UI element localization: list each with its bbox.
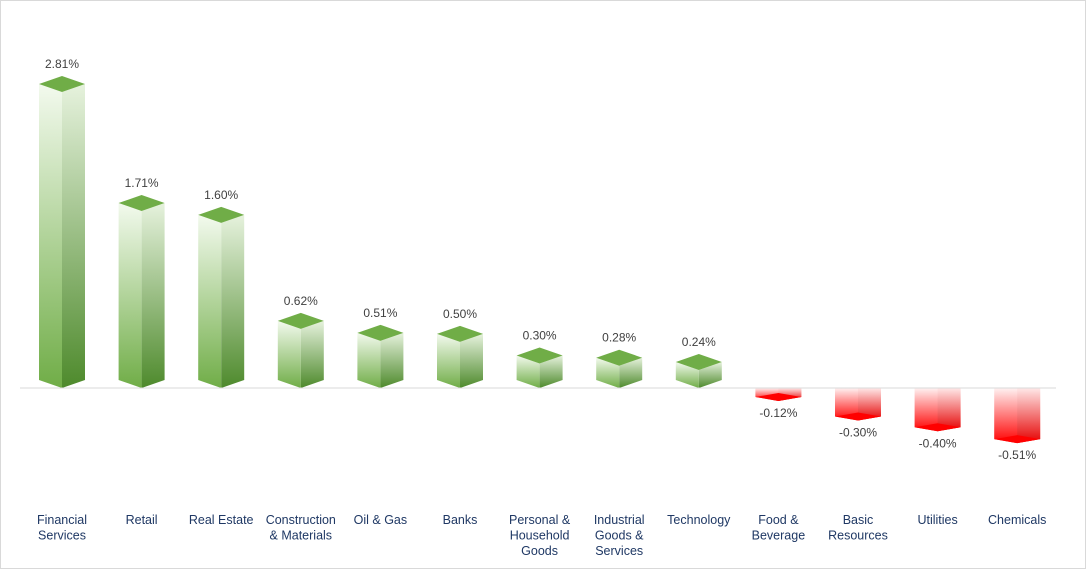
bar-bottom-cap bbox=[914, 423, 961, 432]
category-label-line: Services bbox=[38, 529, 86, 543]
category-label-line: Construction bbox=[266, 513, 336, 527]
category-label-line: Services bbox=[595, 544, 643, 558]
bar-10 bbox=[755, 388, 802, 401]
bar-face-right bbox=[380, 332, 404, 388]
bar-face-right bbox=[141, 203, 165, 388]
bar-face-right bbox=[62, 84, 85, 388]
bar-8 bbox=[596, 349, 643, 388]
category-label-line: Personal & bbox=[509, 513, 571, 527]
bar-face-right bbox=[619, 357, 643, 388]
bar-top-cap bbox=[437, 325, 483, 342]
category-label: Basic Resources bbox=[828, 513, 888, 543]
bar-face-left bbox=[357, 332, 381, 388]
labels-layer: 2.81% Financial Services 1.71% Retail 1.60% Re… bbox=[37, 57, 1046, 558]
category-label: Financial Services bbox=[37, 513, 87, 543]
category-label-line: Beverage bbox=[752, 529, 806, 543]
category-label-line: Oil & Gas bbox=[354, 513, 408, 527]
bar-face-right bbox=[300, 320, 324, 388]
bar-top-cap bbox=[357, 324, 404, 341]
category-label-line: Financial bbox=[37, 513, 87, 527]
value-label: 2.81% bbox=[45, 57, 79, 71]
category-label-line: Technology bbox=[667, 513, 731, 527]
category-label-line: Industrial bbox=[594, 513, 645, 527]
bar-top-cap bbox=[675, 354, 722, 371]
bars-layer bbox=[39, 76, 1041, 444]
bar-face-left bbox=[675, 362, 699, 388]
bar-face-right bbox=[221, 214, 245, 388]
bar-1 bbox=[39, 76, 85, 388]
bar-4 bbox=[277, 312, 324, 388]
bar-face-right bbox=[858, 388, 881, 421]
category-label: Chemicals bbox=[988, 513, 1046, 527]
value-label: 1.60% bbox=[204, 188, 238, 202]
bar-7 bbox=[516, 347, 563, 388]
bar-face-left bbox=[596, 357, 620, 388]
category-label-line: Utilities bbox=[917, 513, 957, 527]
category-label: Personal & Household Goods bbox=[509, 513, 571, 558]
bar-face-right bbox=[460, 333, 483, 388]
category-label-line: Real Estate bbox=[189, 513, 254, 527]
bar-face-right bbox=[1017, 388, 1041, 444]
value-label: 0.28% bbox=[602, 331, 636, 345]
bar-face-left bbox=[118, 203, 142, 388]
bar-face-left bbox=[39, 84, 62, 388]
category-label-line: Chemicals bbox=[988, 513, 1046, 527]
bar-top-cap bbox=[516, 347, 563, 364]
bar-13 bbox=[994, 388, 1041, 444]
bar-9 bbox=[675, 354, 722, 388]
bar-top-cap bbox=[118, 195, 165, 212]
value-label: 0.62% bbox=[284, 294, 318, 308]
category-label: Industrial Goods & Services bbox=[594, 513, 645, 558]
value-label: -0.12% bbox=[759, 406, 797, 420]
category-label: Oil & Gas bbox=[354, 513, 408, 527]
bar-face-left bbox=[198, 214, 222, 388]
category-label-line: Goods & bbox=[595, 529, 644, 543]
category-label-line: Retail bbox=[126, 513, 158, 527]
bar-face-right bbox=[937, 388, 961, 432]
value-label: 1.71% bbox=[125, 176, 159, 190]
bar-12 bbox=[914, 388, 961, 432]
bar-face-left bbox=[516, 355, 540, 388]
value-label: 0.24% bbox=[682, 335, 716, 349]
bar-6 bbox=[437, 325, 483, 388]
category-label: Construction & Materials bbox=[266, 513, 336, 543]
bar-top-cap bbox=[596, 349, 643, 366]
bar-bottom-cap bbox=[994, 435, 1041, 444]
category-label-line: Resources bbox=[828, 529, 888, 543]
bar-5 bbox=[357, 324, 404, 388]
category-label: Technology bbox=[667, 513, 731, 527]
category-label-line: Banks bbox=[443, 513, 478, 527]
value-label: -0.30% bbox=[839, 425, 877, 439]
category-label-line: & Materials bbox=[270, 529, 333, 543]
category-label: Utilities bbox=[917, 513, 957, 527]
bar-face-left bbox=[437, 333, 460, 388]
bar-11 bbox=[835, 388, 881, 421]
value-label: 0.30% bbox=[523, 329, 557, 343]
category-label-line: Food & bbox=[758, 513, 799, 527]
category-label-line: Household bbox=[510, 529, 570, 543]
bar-top-cap bbox=[277, 312, 324, 329]
category-label-line: Goods bbox=[521, 544, 558, 558]
bar-face-left bbox=[277, 320, 301, 388]
bar-top-cap bbox=[39, 76, 85, 92]
bar-3 bbox=[198, 206, 245, 388]
category-label: Real Estate bbox=[189, 513, 254, 527]
value-label: -0.51% bbox=[998, 448, 1036, 462]
bar-top-cap bbox=[198, 206, 245, 223]
bar-bottom-cap bbox=[835, 412, 881, 421]
value-label: 0.50% bbox=[443, 307, 477, 321]
category-label: Retail bbox=[126, 513, 158, 527]
bar-face-right bbox=[698, 362, 722, 388]
category-label: Food & Beverage bbox=[752, 513, 806, 543]
bar-2 bbox=[118, 195, 165, 388]
category-label: Banks bbox=[443, 513, 478, 527]
bar-face-right bbox=[539, 355, 563, 388]
value-label: 0.51% bbox=[363, 306, 397, 320]
bar-bottom-cap bbox=[755, 392, 802, 401]
category-label-line: Basic bbox=[843, 513, 874, 527]
value-label: -0.40% bbox=[919, 436, 957, 450]
